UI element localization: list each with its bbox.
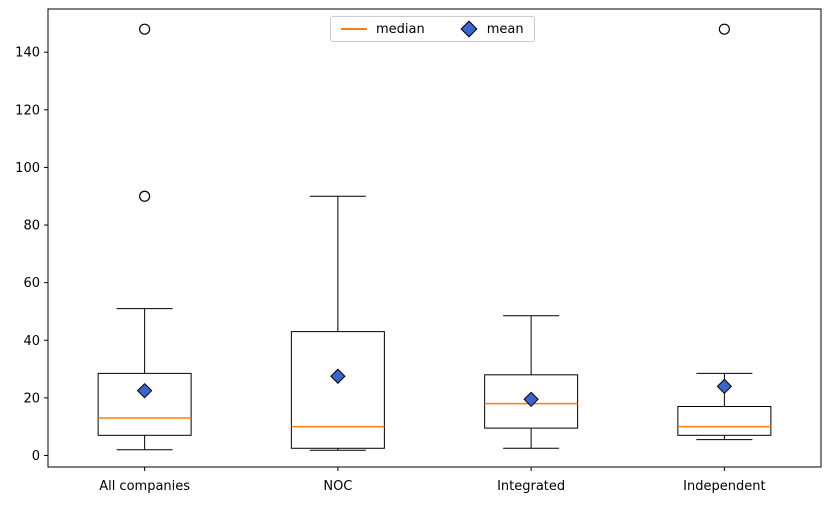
y-axis-tick-label: 0: [32, 449, 40, 464]
x-axis-tick-label: Integrated: [497, 479, 565, 494]
outlier-point: [139, 190, 151, 202]
outlier-point: [139, 23, 151, 35]
x-axis-tick-label: All companies: [99, 479, 190, 494]
iqr-box: [677, 406, 772, 436]
legend: median mean: [330, 16, 535, 42]
median-line-icon: [341, 28, 367, 30]
iqr-box: [290, 331, 385, 449]
y-axis-tick-label: 100: [15, 161, 40, 176]
y-axis-tick-label: 80: [23, 219, 40, 234]
legend-label-mean: mean: [486, 21, 524, 37]
outlier-point: [718, 23, 730, 35]
mean-marker: [136, 382, 153, 399]
y-axis-tick-label: 20: [23, 391, 40, 406]
mean-marker: [330, 368, 346, 384]
mean-marker: [523, 391, 539, 408]
y-axis-tick-label: 60: [23, 276, 40, 291]
legend-label-median: median: [376, 21, 425, 37]
iqr-box: [484, 374, 579, 429]
plot-border: [47, 8, 822, 468]
iqr-box: [97, 372, 192, 436]
mean-diamond-icon: [460, 20, 478, 38]
y-axis-tick-label: 40: [23, 334, 40, 349]
y-axis-tick-label: 140: [15, 46, 40, 61]
x-axis-tick-label: Independent: [683, 479, 765, 494]
y-axis-tick-label: 120: [15, 103, 40, 118]
x-axis-tick-label: NOC: [323, 479, 352, 494]
mean-marker: [716, 378, 733, 395]
